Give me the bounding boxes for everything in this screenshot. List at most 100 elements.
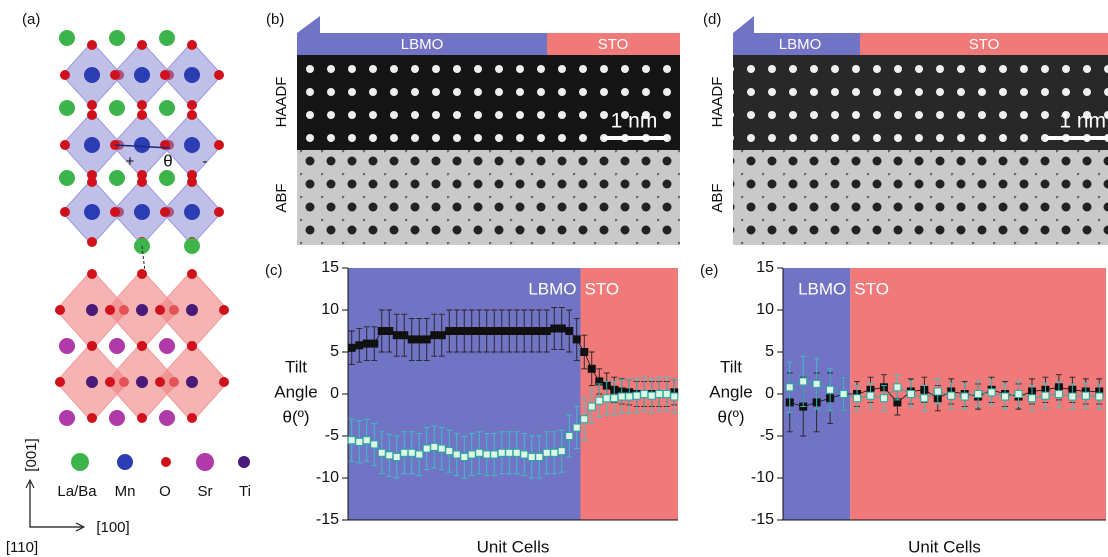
- data-point: [640, 390, 649, 398]
- data-point: [355, 437, 364, 446]
- region-label: STO: [854, 279, 889, 298]
- row-label: ABF: [273, 183, 290, 212]
- scale-label: 1 nm: [1059, 110, 1106, 133]
- y-axis-label: Tilt: [720, 357, 742, 376]
- x-axis-label: Unit Cells: [908, 537, 981, 556]
- scale-bar: [603, 136, 665, 140]
- data-point: [550, 324, 559, 333]
- data-point: [392, 453, 401, 461]
- data-point: [572, 423, 581, 432]
- data-point: [467, 450, 476, 459]
- panel-label: (e): [700, 262, 718, 279]
- y-axis-label: θ(º): [283, 407, 310, 426]
- data-point: [920, 394, 929, 403]
- data-point: [565, 432, 574, 440]
- sr-atoms: [59, 338, 175, 426]
- data-point: [527, 327, 536, 335]
- data-point: [557, 447, 566, 456]
- data-point: [437, 444, 446, 453]
- data-point: [452, 450, 461, 459]
- data-point: [460, 453, 469, 461]
- y-tick-label: -10: [316, 469, 339, 486]
- data-point: [362, 339, 371, 348]
- bar-label: STO: [969, 36, 1000, 53]
- data-point: [647, 391, 656, 400]
- data-point: [445, 447, 454, 456]
- a-site-atoms: [59, 30, 200, 254]
- data-point: [987, 388, 996, 397]
- bar-label: LBMO: [779, 36, 822, 53]
- data-point: [1054, 390, 1063, 398]
- bar-label: STO: [598, 36, 629, 53]
- abf-image: [733, 150, 1108, 245]
- data-point: [853, 394, 862, 403]
- data-point: [467, 327, 476, 335]
- data-point: [1041, 391, 1050, 400]
- haadf-image: [297, 55, 680, 150]
- region: [348, 268, 581, 520]
- data-point: [1081, 391, 1090, 400]
- data-point: [670, 392, 679, 401]
- data-point: [785, 383, 794, 392]
- data-point: [662, 390, 671, 398]
- data-point: [445, 327, 454, 335]
- y-axis-label: Angle: [274, 382, 317, 401]
- octahedron: [159, 39, 225, 111]
- y-tick-label: 0: [765, 385, 774, 402]
- data-point: [482, 450, 491, 459]
- data-point: [430, 442, 439, 451]
- data-point: [587, 402, 596, 411]
- y-tick-label: 0: [330, 385, 339, 402]
- legend-label: La/Ba: [57, 483, 97, 500]
- data-point: [347, 343, 356, 352]
- angle-sign: +: [126, 153, 135, 170]
- legend-label: O: [159, 483, 171, 500]
- data-point: [1095, 392, 1104, 401]
- data-point: [527, 453, 536, 461]
- data-point: [580, 348, 589, 356]
- data-point: [460, 327, 469, 335]
- data-point: [1014, 390, 1023, 398]
- data-point: [505, 327, 514, 335]
- data-point: [866, 391, 875, 400]
- haadf-image: [733, 55, 1108, 150]
- data-point: [557, 324, 566, 333]
- data-point: [370, 339, 379, 348]
- data-point: [535, 453, 544, 461]
- data-point: [355, 341, 364, 350]
- data-point: [407, 335, 416, 344]
- data-point: [430, 331, 439, 340]
- data-point: [839, 390, 848, 398]
- scale-label: 1 nm: [611, 110, 658, 133]
- data-point: [377, 448, 386, 457]
- data-point: [906, 390, 915, 398]
- y-tick-label: -5: [325, 427, 339, 444]
- data-point: [400, 331, 409, 340]
- data-point: [974, 390, 983, 398]
- direction-label: [100]: [96, 519, 129, 536]
- data-point: [879, 394, 888, 403]
- data-point: [422, 335, 431, 344]
- panel-label: (d): [703, 11, 721, 28]
- data-point: [422, 444, 431, 453]
- scale-bar: [1046, 136, 1108, 140]
- region-label: LBMO: [798, 279, 846, 298]
- data-point: [520, 327, 529, 335]
- data-point: [475, 327, 484, 335]
- region-label: LBMO: [528, 279, 576, 298]
- data-point: [400, 448, 409, 457]
- x-axis-label: Unit Cells: [477, 537, 550, 556]
- y-tick-label: 5: [765, 343, 774, 360]
- y-axis-label: Tilt: [285, 357, 307, 376]
- direction-label: [110]: [6, 539, 38, 556]
- data-point: [490, 327, 499, 335]
- data-point: [347, 436, 356, 445]
- row-label: HAADF: [273, 77, 290, 128]
- legend-label: Mn: [115, 483, 136, 500]
- y-tick-label: -15: [751, 511, 774, 528]
- y-axis-label: θ(º): [718, 407, 745, 426]
- data-point: [520, 450, 529, 459]
- y-tick-label: 5: [330, 343, 339, 360]
